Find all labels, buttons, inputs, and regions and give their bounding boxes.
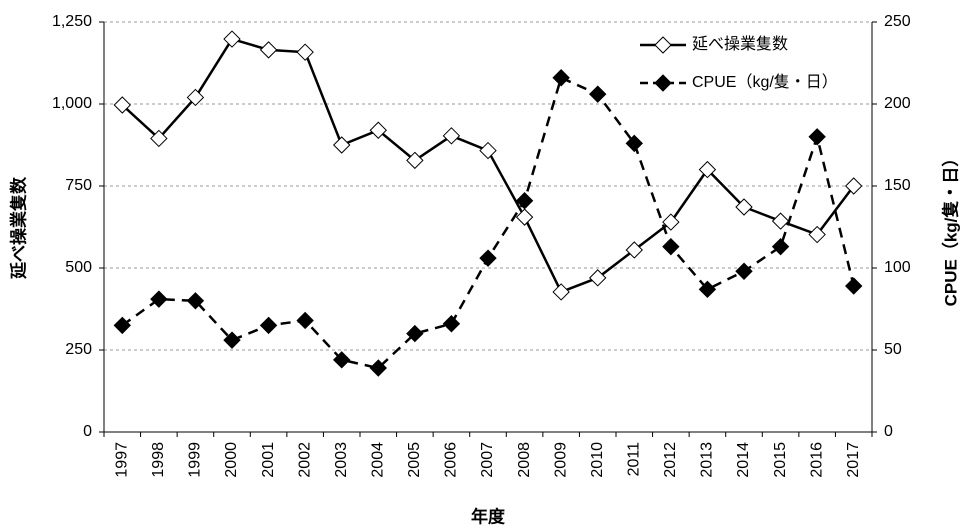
y2-tick-label: 250 <box>884 13 911 30</box>
x-tick-label: 2002 <box>296 442 313 478</box>
marker <box>771 212 790 230</box>
x-tick-label: 2003 <box>333 442 350 478</box>
marker <box>296 43 314 61</box>
marker <box>662 213 680 231</box>
legend-marker <box>654 74 672 92</box>
y-axis-title: 延べ操業隻数 <box>8 176 28 280</box>
marker <box>150 129 168 148</box>
x-tick-label: 1997 <box>114 442 131 478</box>
marker <box>589 85 607 103</box>
marker <box>698 160 717 179</box>
marker <box>150 290 168 308</box>
x-tick-label: 2006 <box>443 442 460 478</box>
marker <box>589 269 607 287</box>
marker <box>369 121 387 139</box>
marker <box>333 351 351 369</box>
marker <box>113 96 131 114</box>
x-tick-label: 2000 <box>223 442 240 478</box>
marker <box>515 192 534 210</box>
marker <box>515 208 534 226</box>
marker <box>625 241 643 259</box>
x-tick-label: 2013 <box>699 442 716 478</box>
marker <box>186 292 205 310</box>
legend-label: CPUE（kg/隻・日） <box>692 73 838 91</box>
marker <box>113 316 131 335</box>
legend-marker <box>654 36 672 54</box>
y-tick-label: 1,000 <box>52 95 92 112</box>
y-tick-label: 1,250 <box>52 13 92 30</box>
marker <box>662 237 680 256</box>
marker <box>333 136 351 154</box>
marker <box>735 198 753 216</box>
y2-tick-label: 0 <box>884 423 893 440</box>
x-tick-label: 2010 <box>589 442 606 478</box>
x-tick-label: 1998 <box>150 442 167 478</box>
y-tick-label: 250 <box>65 341 92 358</box>
marker <box>223 331 241 349</box>
marker <box>296 311 314 330</box>
marker <box>698 280 717 299</box>
marker <box>406 151 424 170</box>
marker <box>186 88 205 107</box>
y2-tick-label: 200 <box>884 95 911 112</box>
marker <box>369 359 387 377</box>
marker <box>259 316 278 335</box>
x-tick-label: 2001 <box>260 442 277 478</box>
x-tick-label: 2014 <box>735 442 752 478</box>
marker <box>771 237 790 256</box>
legend-label: 延べ操業隻数 <box>692 35 788 53</box>
marker <box>845 177 863 195</box>
marker <box>552 283 570 301</box>
y-tick-label: 750 <box>65 177 92 194</box>
marker <box>442 315 461 333</box>
marker <box>406 324 424 343</box>
y2-tick-label: 50 <box>884 341 902 358</box>
marker <box>808 128 826 146</box>
x-tick-label: 2004 <box>370 442 387 478</box>
x-tick-label: 2017 <box>845 442 862 478</box>
marker <box>735 262 753 280</box>
x-tick-label: 2007 <box>479 442 496 478</box>
x-tick-label: 2016 <box>808 442 825 478</box>
marker <box>845 277 863 295</box>
y-tick-label: 500 <box>65 259 92 276</box>
marker <box>625 134 643 153</box>
x-tick-label: 2008 <box>516 442 533 478</box>
marker <box>442 127 461 145</box>
y2-axis-title: CPUE（kg/隻・日） <box>940 150 960 307</box>
marker <box>479 249 497 267</box>
x-tick-label: 2005 <box>406 442 423 478</box>
x-tick-label: 2009 <box>552 442 569 478</box>
x-axis-title: 年度 <box>471 506 506 526</box>
y2-tick-label: 100 <box>884 259 911 276</box>
series-line <box>121 76 855 370</box>
marker <box>808 225 826 244</box>
marker <box>259 41 278 59</box>
x-tick-label: 1999 <box>187 442 204 478</box>
marker <box>552 69 570 87</box>
x-tick-label: 2012 <box>662 442 679 478</box>
y-tick-label: 0 <box>83 423 92 440</box>
marker <box>223 30 241 48</box>
x-tick-label: 2011 <box>626 442 643 477</box>
y2-tick-label: 150 <box>884 177 911 194</box>
marker <box>479 141 497 160</box>
x-tick-label: 2015 <box>772 442 789 478</box>
